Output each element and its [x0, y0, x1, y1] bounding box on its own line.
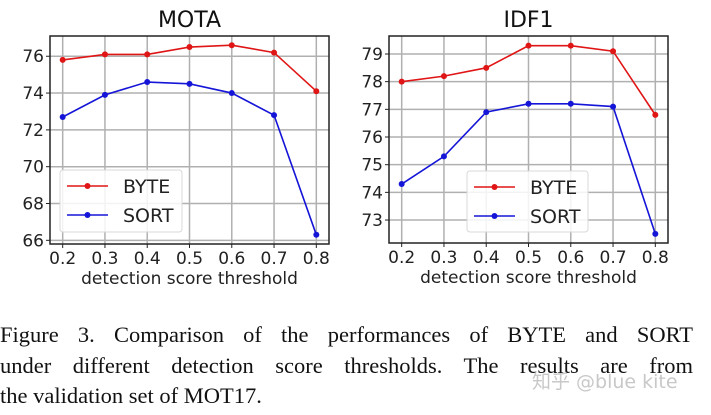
y-tick-label: 66: [22, 231, 44, 251]
data-point-byte: [610, 48, 617, 55]
legend-label-sort: SORT: [530, 206, 581, 228]
caption-line-2: under different detection score threshol…: [0, 352, 693, 378]
figure-caption: Figure 3. Comparison of the performances…: [0, 320, 693, 412]
legend-label-byte: BYTE: [123, 176, 170, 198]
x-tick-label: 0.8: [642, 248, 669, 268]
data-point-byte: [652, 111, 659, 118]
data-point-sort: [440, 153, 447, 160]
chart-panel-idf1: 0.2 0.3 0.4 0.5 0.6 0.7 0.8 73 74 75 76 77 78 79 IDF1 d…: [361, 8, 668, 288]
data-point-sort: [228, 90, 235, 97]
x-tick-label: 0.4: [473, 248, 500, 268]
legend: BYTE SORT: [59, 169, 183, 233]
x-tick-label: 0.6: [218, 249, 245, 269]
y-tick-label: 72: [22, 121, 44, 141]
data-point-sort: [525, 100, 532, 107]
chart-title: IDF1: [503, 8, 553, 33]
data-point-byte: [313, 88, 320, 95]
data-point-byte: [398, 78, 405, 85]
x-axis-label: detection score threshold: [420, 268, 637, 288]
y-tick-label: 73: [361, 211, 383, 231]
data-point-sort: [483, 109, 490, 116]
data-point-byte: [271, 49, 278, 56]
x-tick-label: 0.8: [303, 249, 330, 269]
data-point-sort: [186, 80, 193, 87]
y-tick-label: 79: [361, 45, 383, 65]
data-point-byte: [525, 42, 532, 49]
x-tick-label: 0.6: [557, 248, 584, 268]
x-tick-label: 0.2: [49, 249, 76, 269]
caption-line-3: the validation set of MOT17.: [0, 383, 262, 408]
caption-line-1: Figure 3. Comparison of the performances…: [0, 322, 693, 347]
legend-label-byte: BYTE: [530, 177, 577, 199]
x-tick-label: 0.4: [134, 249, 161, 269]
legend: BYTE SORT: [466, 170, 589, 233]
data-point-byte: [483, 64, 490, 71]
x-tick-label: 0.2: [388, 248, 415, 268]
data-point-sort: [398, 181, 405, 188]
y-tick-label: 77: [361, 100, 383, 120]
legend-marker-sort: [491, 213, 498, 219]
y-tick-label: 76: [22, 47, 44, 67]
legend-marker-sort: [84, 212, 91, 218]
watermark: 知乎 @blue kite: [532, 371, 678, 393]
data-point-byte: [101, 51, 108, 58]
legend-label-sort: SORT: [123, 205, 174, 227]
data-point-byte: [59, 56, 66, 63]
y-tick-label: 74: [22, 84, 44, 104]
data-point-sort: [313, 231, 320, 238]
data-point-byte: [567, 42, 574, 49]
figure-charts: 0.2 0.3 0.4 0.5 0.6 0.7 0.8 66 68 70 72 74 76 MOTA det…: [22, 8, 668, 289]
x-tick-label: 0.3: [430, 248, 457, 268]
data-point-byte: [228, 42, 235, 49]
plot-frame: [388, 35, 669, 244]
data-point-sort: [59, 113, 66, 120]
data-point-sort: [271, 112, 278, 119]
plot-frame: [49, 35, 330, 245]
data-point-sort: [101, 91, 108, 98]
x-tick-label: 0.5: [176, 249, 203, 269]
data-point-sort: [567, 100, 574, 107]
data-point-byte: [440, 73, 447, 80]
chart-panel-mota: 0.2 0.3 0.4 0.5 0.6 0.7 0.8 66 68 70 72 74 76 MOTA det…: [22, 8, 329, 289]
y-tick-label: 70: [22, 158, 44, 178]
chart-title: MOTA: [158, 8, 221, 33]
x-tick-label: 0.7: [600, 248, 627, 268]
legend-marker-byte: [84, 183, 91, 189]
data-point-byte: [144, 51, 151, 58]
y-tick-label: 75: [361, 156, 383, 176]
x-tick-label: 0.5: [515, 248, 542, 268]
y-tick-label: 78: [361, 73, 383, 93]
data-point-sort: [652, 230, 659, 237]
legend-marker-byte: [491, 184, 498, 190]
y-tick-label: 68: [22, 195, 44, 215]
x-axis-label: detection score threshold: [81, 269, 298, 289]
y-tick-label: 74: [361, 183, 383, 203]
x-tick-label: 0.3: [91, 249, 118, 269]
data-point-byte: [186, 44, 193, 51]
x-tick-label: 0.7: [261, 249, 288, 269]
data-point-sort: [610, 103, 617, 110]
data-point-sort: [144, 79, 151, 86]
y-tick-label: 76: [361, 128, 383, 148]
